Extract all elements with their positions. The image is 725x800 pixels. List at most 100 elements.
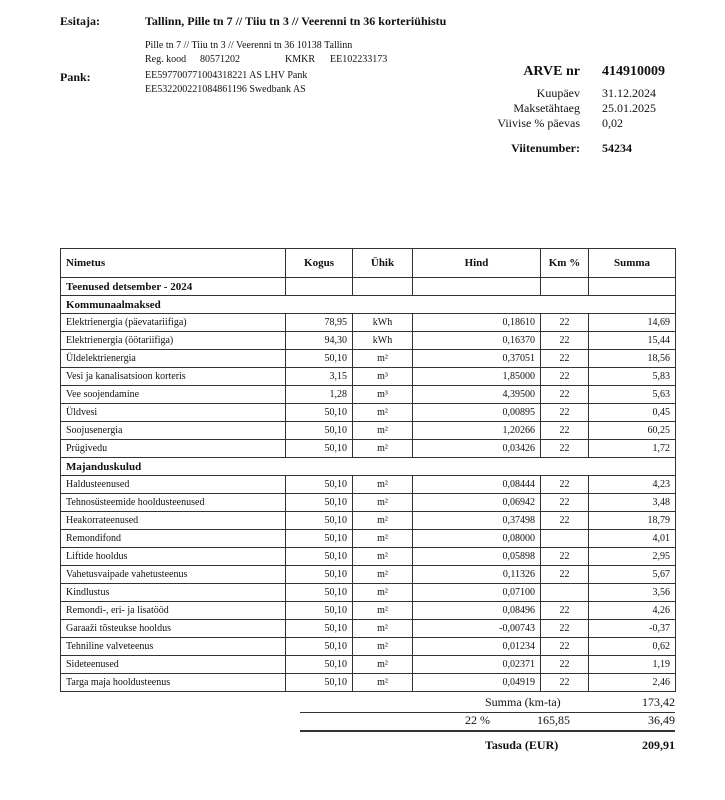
cell-name: Remondifond <box>60 529 286 548</box>
column-header: Km % <box>540 248 589 278</box>
item-row: Heakorrateenused 50,10 m² 0,37498 22 18,79 <box>60 511 676 530</box>
item-row: Kindlustus 50,10 m² 0,07100 3,56 <box>60 583 676 602</box>
cell-unit: m³ <box>352 385 413 404</box>
cell-sum: 5,63 <box>588 385 676 404</box>
item-row: Remondifond 50,10 m² 0,08000 4,01 <box>60 529 676 548</box>
cell-price: 0,08000 <box>412 529 541 548</box>
cell-name: Liftide hooldus <box>60 547 286 566</box>
cell-qty: 50,10 <box>285 439 353 458</box>
cell-vat <box>540 529 589 548</box>
cell-price: 4,39500 <box>412 385 541 404</box>
cell-name: Kindlustus <box>60 583 286 602</box>
cell <box>285 277 353 296</box>
vat-code: EE102233173 <box>330 54 388 65</box>
cell-price: 0,16370 <box>412 331 541 350</box>
cell-price: 0,08444 <box>412 475 541 494</box>
vat-label: KMKR <box>285 54 316 65</box>
address: Pille tn 7 // Tiiu tn 3 // Veerenni tn 3… <box>145 40 353 51</box>
item-row: Sideteenused 50,10 m² 0,02371 22 1,19 <box>60 655 676 674</box>
cell-name: Soojusenergia <box>60 421 286 440</box>
cell-vat: 22 <box>540 637 589 656</box>
cell-qty: 50,10 <box>285 421 353 440</box>
group-title: Kommunaalmaksed <box>60 295 676 314</box>
cell-vat: 22 <box>540 547 589 566</box>
cell-vat: 22 <box>540 619 589 638</box>
cell-price: -0,00743 <box>412 619 541 638</box>
cell-name: Tehnosüsteemide hooldusteenused <box>60 493 286 512</box>
item-row: Vesi ja kanalisatsioon korteris 3,15 m³ 1,8… <box>60 367 676 386</box>
cell-qty: 50,10 <box>285 601 353 620</box>
cell-sum: 4,26 <box>588 601 676 620</box>
cell-price: 1,20266 <box>412 421 541 440</box>
cell-price: 0,37498 <box>412 511 541 530</box>
bank-label: Pank: <box>60 70 91 84</box>
cell-name: Vahetusvaipade vahetusteenus <box>60 565 286 584</box>
field-label: Kuupäev <box>536 86 580 100</box>
cell-vat: 22 <box>540 313 589 332</box>
group-row: Kommunaalmaksed <box>60 295 676 314</box>
cell-qty: 50,10 <box>285 349 353 368</box>
field-value: 31.12.2024 <box>602 86 656 100</box>
item-row: Haldusteenused 50,10 m² 0,08444 22 4,23 <box>60 475 676 494</box>
cell-qty: 50,10 <box>285 637 353 656</box>
cell-qty: 50,10 <box>285 655 353 674</box>
cell-vat: 22 <box>540 565 589 584</box>
item-row: Garaaži tõsteukse hooldus 50,10 m² -0,00743… <box>60 619 676 638</box>
field-label: Viivise % päevas <box>497 116 580 130</box>
cell-qty: 50,10 <box>285 547 353 566</box>
cell-price: 0,05898 <box>412 547 541 566</box>
cell-price: 0,04919 <box>412 673 541 692</box>
column-header: Kogus <box>285 248 353 278</box>
reg-label: Reg. kood <box>145 54 187 65</box>
due-total: 209,91 <box>642 738 675 752</box>
cell-qty: 50,10 <box>285 475 353 494</box>
item-row: Elektrienergia (päevatariifiga) 78,95 kWh 0… <box>60 313 676 332</box>
period: Teenused detsember - 2024 <box>60 277 286 296</box>
cell-qty: 1,28 <box>285 385 353 404</box>
ref-number: 54234 <box>602 141 632 155</box>
cell-price: 0,02371 <box>412 655 541 674</box>
cell-unit: m² <box>352 637 413 656</box>
due-label: Tasuda (EUR) <box>485 738 559 752</box>
item-row: Liftide hooldus 50,10 m² 0,05898 22 2,95 <box>60 547 676 566</box>
item-row: Prügivedu 50,10 m² 0,03426 22 1,72 <box>60 439 676 458</box>
bank: EE597700771004318221 AS LHV Pank <box>145 70 308 81</box>
cell-unit: m² <box>352 493 413 512</box>
cell-name: Heakorrateenused <box>60 511 286 530</box>
cell-sum: 3,56 <box>588 583 676 602</box>
cell-qty: 50,10 <box>285 565 353 584</box>
cell-qty: 50,10 <box>285 529 353 548</box>
cell-name: Vesi ja kanalisatsioon korteris <box>60 367 286 386</box>
column-header: Summa <box>588 248 676 278</box>
cell-name: Tehniline valveteenus <box>60 637 286 656</box>
cell-sum: 15,44 <box>588 331 676 350</box>
cell-name: Üldelektrienergia <box>60 349 286 368</box>
cell-vat: 22 <box>540 349 589 368</box>
cell <box>588 277 676 296</box>
cell-price: 0,37051 <box>412 349 541 368</box>
cell-price: 0,18610 <box>412 313 541 332</box>
vat-total: 36,49 <box>648 713 675 727</box>
cell-sum: 5,67 <box>588 565 676 584</box>
cell-qty: 50,10 <box>285 673 353 692</box>
cell-sum: -0,37 <box>588 619 676 638</box>
cell-qty: 78,95 <box>285 313 353 332</box>
net-total: 173,42 <box>642 695 675 709</box>
net-label: Summa (km-ta) <box>485 695 561 709</box>
cell-vat: 22 <box>540 421 589 440</box>
cell-unit: m² <box>352 565 413 584</box>
cell-unit: m² <box>352 475 413 494</box>
cell-name: Üldvesi <box>60 403 286 422</box>
column-header: Ühik <box>352 248 413 278</box>
cell-name: Remondi-, eri- ja lisatööd <box>60 601 286 620</box>
cell-unit: m² <box>352 655 413 674</box>
cell-unit: m² <box>352 583 413 602</box>
ref-label: Viitenumber: <box>511 141 580 155</box>
cell-vat: 22 <box>540 475 589 494</box>
column-header: Hind <box>412 248 541 278</box>
cell-vat: 22 <box>540 403 589 422</box>
cell-vat <box>540 583 589 602</box>
cell-unit: m² <box>352 619 413 638</box>
item-row: Üldvesi 50,10 m² 0,00895 22 0,45 <box>60 403 676 422</box>
